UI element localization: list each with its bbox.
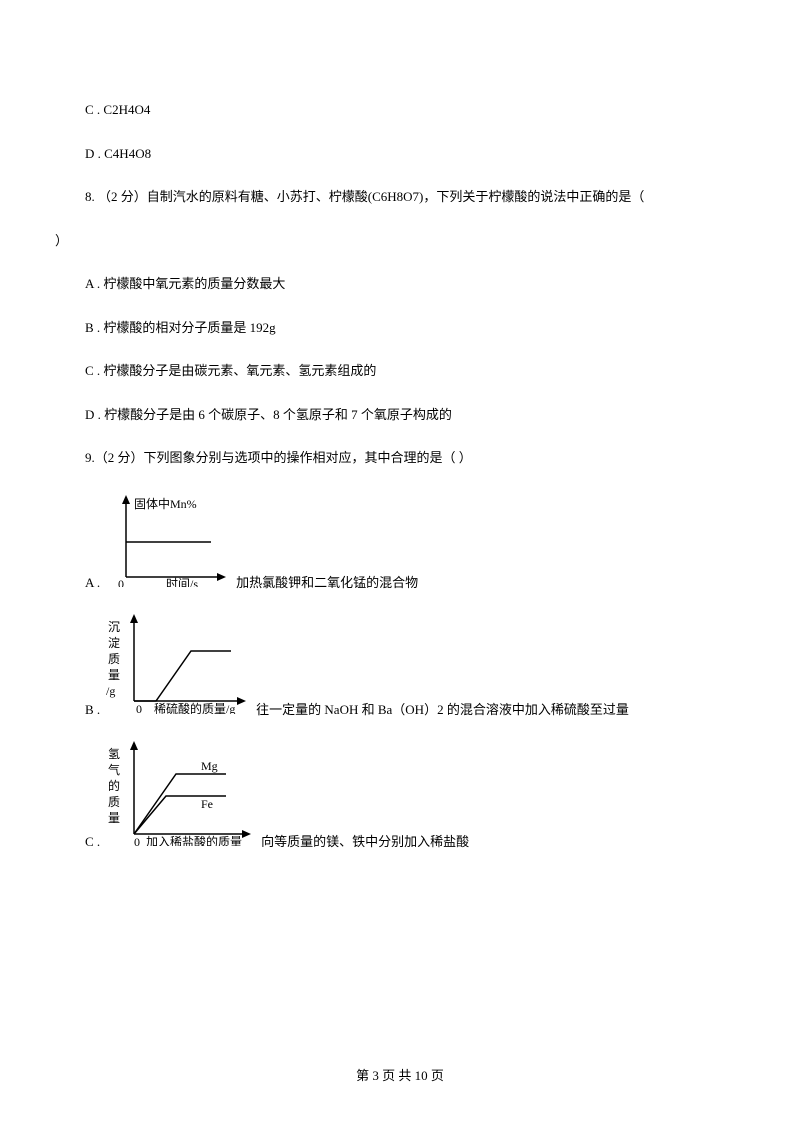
q9-option-c-row: C . 氢 气 的 质 量 Mg Fe 0 加入稀盐酸的质量 向等质量的镁、铁中… (85, 736, 715, 850)
graph-b: 沉 淀 质 量 /g 0 稀硫酸的质量/g (106, 609, 256, 718)
q9-option-c-suffix: 向等质量的镁、铁中分别加入稀盐酸 (261, 831, 469, 850)
svg-text:量: 量 (108, 811, 120, 825)
q9-option-a-label: A . (85, 575, 100, 591)
svg-text:氢: 氢 (108, 746, 120, 761)
option-c-prev: C . C2H4O4 (85, 100, 715, 120)
svg-text:/g: /g (106, 684, 115, 698)
q8-option-a: A . 柠檬酸中氧元素的质量分数最大 (85, 274, 715, 294)
graph-a-ylabel: 固体中Mn% (134, 496, 197, 511)
question-9: 9.（2 分）下列图象分别与选项中的操作相对应，其中合理的是（ ） (85, 448, 715, 468)
graph-c: 氢 气 的 质 量 Mg Fe 0 加入稀盐酸的质量 (106, 736, 261, 850)
q9-option-b-label: B . (85, 702, 100, 718)
graph-c-mg: Mg (201, 759, 218, 773)
page-footer: 第 3 页 共 10 页 (0, 1065, 800, 1084)
q9-option-c-label: C . (85, 834, 100, 850)
q8-option-d: D . 柠檬酸分子是由 6 个碳原子、8 个氢原子和 7 个氧原子构成的 (85, 405, 715, 425)
q9-option-b-row: B . 沉 淀 质 量 /g 0 稀硫酸的质量/g 往一定量的 NaOH 和 B… (85, 609, 715, 718)
graph-b-xlabel: 稀硫酸的质量/g (154, 701, 235, 714)
svg-text:淀: 淀 (108, 636, 120, 650)
question-8-closing: ） (55, 231, 715, 251)
q8-option-c: C . 柠檬酸分子是由碳元素、氧元素、氢元素组成的 (85, 361, 715, 381)
svg-text:质: 质 (108, 795, 120, 809)
svg-text:质: 质 (108, 652, 120, 666)
question-8: 8. （2 分）自制汽水的原料有糖、小苏打、柠檬酸(C6H8O7)，下列关于柠檬… (85, 187, 715, 207)
q9-option-a-suffix: 加热氯酸钾和二氧化锰的混合物 (236, 572, 418, 591)
q8-option-b: B . 柠檬酸的相对分子质量是 192g (85, 318, 715, 338)
graph-a: 固体中Mn% 0 时间/s (106, 492, 236, 591)
svg-text:的: 的 (108, 778, 120, 793)
svg-text:量: 量 (108, 668, 120, 682)
graph-a-origin: 0 (118, 577, 124, 587)
graph-c-xlabel: 加入稀盐酸的质量 (146, 834, 242, 846)
svg-text:沉: 沉 (108, 620, 120, 634)
q9-option-a-row: A . 固体中Mn% 0 时间/s 加热氯酸钾和二氧化锰的混合物 (85, 492, 715, 591)
graph-c-origin: 0 (134, 835, 140, 846)
graph-b-origin: 0 (136, 702, 142, 714)
svg-text:气: 气 (108, 762, 120, 777)
graph-a-xlabel: 时间/s (166, 577, 198, 587)
question-8-text: 8. （2 分）自制汽水的原料有糖、小苏打、柠檬酸(C6H8O7)，下列关于柠檬… (85, 189, 644, 204)
graph-c-fe: Fe (201, 797, 213, 811)
option-d-prev: D . C4H4O8 (85, 144, 715, 164)
q9-option-b-suffix: 往一定量的 NaOH 和 Ba（OH）2 的混合溶液中加入稀硫酸至过量 (256, 699, 629, 718)
page-content: C . C2H4O4 D . C4H4O8 8. （2 分）自制汽水的原料有糖、… (0, 0, 800, 908)
